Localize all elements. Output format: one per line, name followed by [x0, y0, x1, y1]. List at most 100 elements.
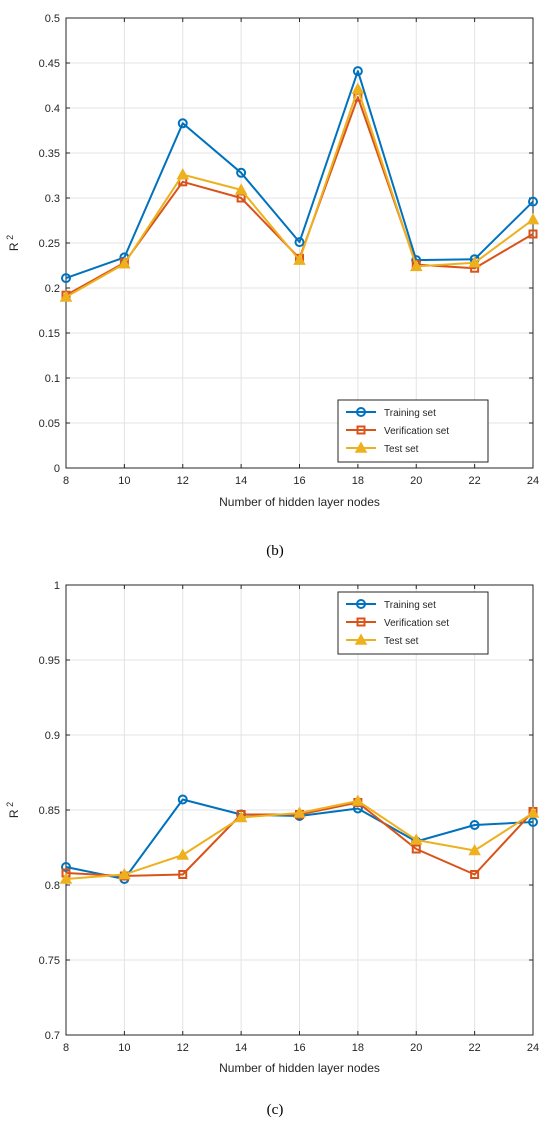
series-test-set — [59, 794, 540, 884]
y-axis-label: R 2 — [5, 802, 21, 818]
data-point — [526, 213, 540, 225]
y-axis-label: R 2 — [5, 235, 21, 251]
y-tick-label: 0.4 — [45, 103, 60, 115]
data-point — [118, 257, 131, 269]
x-ticks: 8 10 12 14 16 18 20 22 24 — [63, 585, 539, 1054]
data-point — [177, 118, 188, 129]
y-ticks: 0 0.05 0.1 0.15 0.2 0.25 0.3 0.35 0.4 0.45 0.5 — [39, 13, 533, 475]
legend-marker — [354, 441, 368, 453]
data-point — [118, 867, 131, 880]
legend-label: Training set — [384, 600, 436, 611]
y-tick-label: 1 — [54, 580, 60, 592]
x-tick-label: 18 — [352, 1042, 364, 1054]
legend-label: Verification set — [384, 426, 449, 437]
x-tick-label: 8 — [63, 1042, 69, 1054]
legend-entry: Verification set — [346, 425, 449, 437]
x-tick-label: 16 — [293, 1042, 305, 1054]
chart-b: 8 10 12 14 16 18 20 22 2400.050.10.150.20.250.30… — [5, 13, 540, 559]
x-tick-label: 16 — [293, 475, 305, 487]
y-tick-label: 0.05 — [39, 418, 60, 430]
y-tick-label: 0.35 — [39, 148, 60, 160]
data-point — [236, 167, 247, 178]
series-test-set — [59, 82, 540, 302]
y-tick-label: 0.95 — [39, 655, 60, 667]
y-tick-label: 0.9 — [45, 730, 60, 742]
data-point — [234, 810, 248, 823]
chart-caption: (c) — [267, 1102, 284, 1118]
x-tick-label: 18 — [352, 475, 364, 487]
data-point — [293, 806, 306, 818]
data-point — [234, 183, 248, 195]
x-tick-label: 22 — [469, 475, 481, 487]
data-point — [528, 229, 538, 239]
x-axis-label: Number of hidden layer nodes — [219, 495, 380, 509]
legend-label: Training set — [384, 408, 436, 419]
data-point — [409, 833, 423, 845]
y-tick-label: 0.85 — [39, 805, 60, 817]
data-point — [468, 843, 481, 856]
data-point — [61, 273, 71, 284]
y-tick-label: 0.45 — [39, 58, 60, 70]
data-point — [352, 66, 363, 77]
data-point — [351, 82, 365, 94]
data-point — [293, 253, 306, 265]
legend-entry: Training set — [346, 407, 436, 419]
legend-marker — [356, 599, 366, 609]
legend: Training set Verification set Test set — [337, 399, 489, 463]
legend-label: Verification set — [384, 618, 449, 629]
x-tick-label: 14 — [235, 1042, 247, 1054]
data-point — [59, 872, 73, 884]
x-tick-label: 24 — [527, 1042, 539, 1054]
y-tick-label: 0.1 — [45, 373, 60, 385]
data-point — [177, 794, 188, 805]
x-tick-label: 8 — [63, 475, 69, 487]
legend-marker — [356, 617, 366, 627]
y-axis-label-base: R — [7, 809, 21, 818]
y-axis-label-superscript: 2 — [5, 235, 15, 243]
data-point — [409, 259, 423, 272]
data-point — [294, 237, 305, 248]
y-axis-label-base: R — [7, 242, 21, 251]
data-point — [470, 870, 480, 879]
y-tick-label: 0 — [54, 463, 60, 475]
y-tick-label: 0.3 — [45, 193, 60, 205]
data-point — [469, 820, 480, 830]
legend-label: Test set — [384, 636, 419, 647]
y-ticks: 0.7 0.75 0.8 0.85 0.9 0.95 1 — [39, 580, 533, 1042]
data-point — [178, 870, 188, 879]
x-tick-label: 20 — [410, 1042, 422, 1054]
x-tick-label: 22 — [469, 1042, 481, 1054]
y-tick-label: 0.7 — [45, 1030, 60, 1042]
x-tick-label: 24 — [527, 475, 539, 487]
legend: Training set Verification set Test set — [337, 591, 489, 655]
chart-caption: (b) — [266, 543, 284, 559]
y-tick-label: 0.5 — [45, 13, 60, 25]
y-tick-label: 0.2 — [45, 283, 60, 295]
chart-c: 8 10 12 14 16 18 20 22 24 0.7 0.75 0.8 0.85 0.9 0.95 1 N… — [5, 580, 540, 1118]
y-tick-label: 0.25 — [39, 238, 60, 250]
x-tick-label: 12 — [177, 475, 189, 487]
data-point — [526, 806, 540, 818]
x-tick-label: 10 — [118, 1042, 130, 1054]
x-tick-label: 12 — [177, 1042, 189, 1054]
legend-entry: Training set — [346, 599, 436, 611]
y-tick-label: 0.8 — [45, 880, 60, 892]
y-tick-label: 0.15 — [39, 328, 60, 340]
legend-entry: Verification set — [346, 617, 449, 629]
data-point — [411, 844, 421, 854]
x-axis-label: Number of hidden layer nodes — [219, 1061, 380, 1075]
legend-entry: Test set — [346, 633, 419, 647]
data-point — [176, 848, 190, 860]
x-ticks: 8 10 12 14 16 18 20 22 24 — [63, 18, 539, 487]
legend-label: Test set — [384, 444, 419, 455]
data-point — [176, 168, 190, 180]
legend-marker — [354, 633, 368, 645]
x-tick-label: 14 — [235, 475, 247, 487]
data-point — [468, 256, 481, 268]
data-point — [59, 290, 73, 302]
data-point — [528, 817, 538, 827]
y-axis-label-superscript: 2 — [5, 802, 15, 810]
series-line — [65, 70, 534, 280]
x-tick-label: 10 — [118, 475, 130, 487]
